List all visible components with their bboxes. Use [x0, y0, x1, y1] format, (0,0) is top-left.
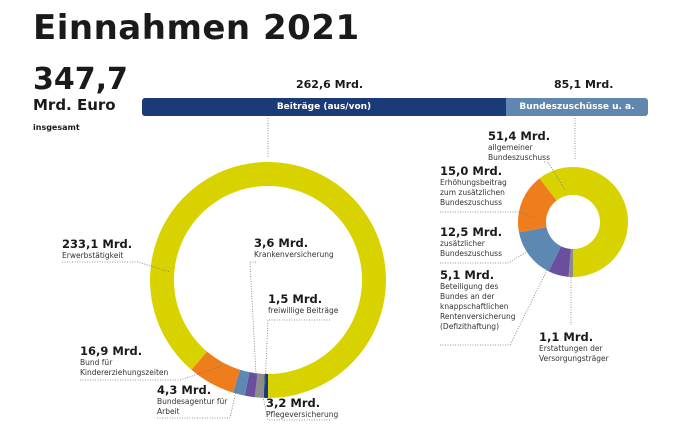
- bar-category-label: Beiträge (aus/von): [276, 102, 372, 112]
- bar-segment-bundeszuschuesse: Bundeszuschüsse u. a.: [506, 98, 648, 116]
- segment-label: 15,0 Mrd. Erhöhungsbeitrag zum zusätzlich…: [440, 164, 515, 208]
- segment-desc: Krankenversicherung: [254, 250, 334, 259]
- bar-value-label: 85,1 Mrd.: [554, 78, 614, 91]
- bar-segment-beitraege: Beiträge (aus/von): [142, 98, 506, 116]
- segment-label: 1,5 Mrd. freiwillige Beiträge: [268, 292, 368, 316]
- donut-segment: [150, 162, 387, 398]
- segment-desc: Erstattungen der Versorgungsträger: [539, 344, 609, 363]
- donut-segment: [568, 248, 573, 277]
- page-title: Einnahmen 2021: [33, 8, 360, 48]
- segment-value: 1,5 Mrd.: [268, 292, 323, 306]
- segment-label: 51,4 Mrd. allgemeiner Bundeszuschuss: [488, 129, 568, 163]
- bar-category-label: Bundeszuschüsse u. a.: [519, 102, 635, 112]
- donut-segment: [244, 372, 258, 398]
- segment-desc: freiwillige Beiträge: [268, 306, 339, 315]
- donut-segment: [539, 167, 628, 277]
- segment-value: 5,1 Mrd.: [440, 268, 495, 282]
- segment-label: 5,1 Mrd. Beteiligung des Bundes an der kn…: [440, 268, 516, 332]
- segment-label: 3,2 Mrd. Pflegeversicherung: [266, 396, 366, 420]
- leader-lines: [62, 118, 576, 421]
- segment-desc: allgemeiner Bundeszuschuss: [488, 143, 550, 162]
- total-value: 347,7: [33, 62, 128, 97]
- segment-value: 51,4 Mrd.: [488, 129, 551, 143]
- donut-beitraege: [150, 162, 387, 398]
- donut-segment: [518, 227, 562, 272]
- bar-value-label: 262,6 Mrd.: [296, 78, 364, 91]
- donut-segment: [263, 373, 268, 398]
- segment-value: 4,3 Mrd.: [157, 383, 212, 397]
- segment-value: 15,0 Mrd.: [440, 164, 503, 178]
- segment-label: 12,5 Mrd. zusätzlicher Bundeszuschuss: [440, 225, 510, 259]
- donut-segment: [232, 369, 250, 396]
- segment-desc: Pflegeversicherung: [266, 410, 339, 419]
- segment-desc: Erhöhungsbeitrag zum zusätzlichen Bundes…: [440, 178, 507, 207]
- segment-desc: Erwerbstätigkeit: [62, 251, 124, 260]
- segment-value: 16,9 Mrd.: [80, 344, 143, 358]
- segment-desc: Bund für Kindererziehungszeiten: [80, 358, 169, 377]
- donut-segment: [254, 373, 265, 398]
- segment-label: 4,3 Mrd. Bundesagentur für Arbeit: [157, 383, 232, 417]
- segment-desc: Bundesagentur für Arbeit: [157, 397, 228, 416]
- donut-segment: [548, 246, 571, 277]
- segment-desc: Beteiligung des Bundes an der knappschaf…: [440, 282, 516, 331]
- segment-value: 233,1 Mrd.: [62, 237, 133, 251]
- segment-value: 3,6 Mrd.: [254, 236, 309, 250]
- segment-desc: zusätzlicher Bundeszuschuss: [440, 239, 502, 258]
- segment-value: 12,5 Mrd.: [440, 225, 503, 239]
- donut-bundeszuschuesse: [518, 167, 628, 277]
- total-unit: Mrd. Euro: [33, 96, 116, 114]
- segment-label: 1,1 Mrd. Erstattungen der Versorgungsträg…: [539, 330, 624, 364]
- donut-segment: [518, 178, 557, 233]
- segment-label: 233,1 Mrd. Erwerbstätigkeit: [62, 237, 162, 261]
- segment-value: 1,1 Mrd.: [539, 330, 594, 344]
- segment-value: 3,2 Mrd.: [266, 396, 321, 410]
- donut-segment: [191, 351, 241, 393]
- segment-label: 16,9 Mrd. Bund für Kindererziehungszeiten: [80, 344, 180, 378]
- segment-label: 3,6 Mrd. Krankenversicherung: [254, 236, 354, 260]
- total-note: insgesamt: [33, 123, 80, 132]
